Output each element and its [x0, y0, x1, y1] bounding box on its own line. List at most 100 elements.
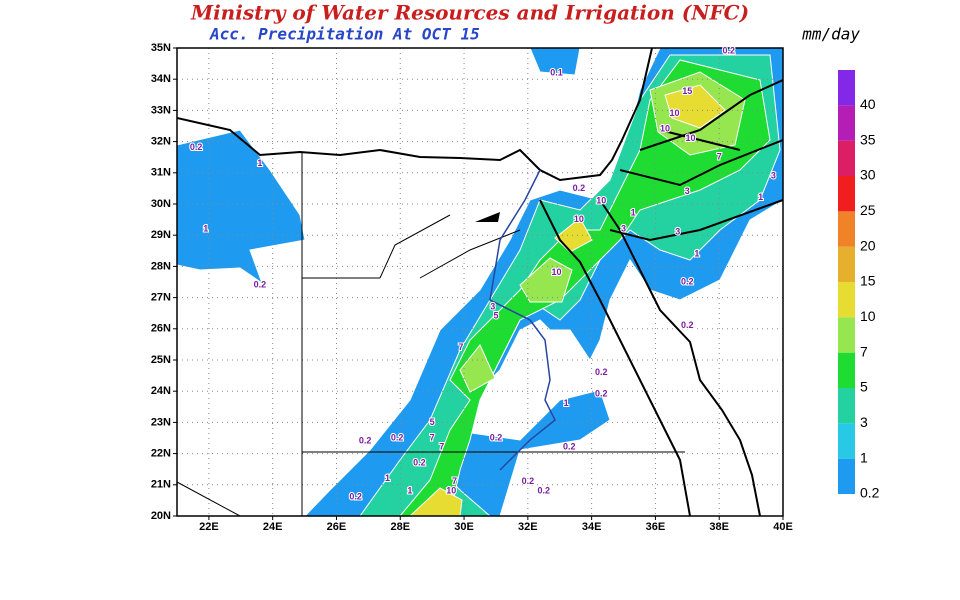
contour-label: 1 [564, 398, 569, 408]
y-tick-label: 30N [151, 198, 171, 210]
border-line [177, 214, 521, 516]
contour-label: 0.2 [254, 279, 267, 289]
contour-label: 0.2 [522, 476, 535, 486]
map-frame [176, 47, 784, 517]
colorbar-swatch [838, 140, 855, 176]
contour-label: 5 [493, 311, 498, 321]
contour-label: 7 [458, 342, 463, 352]
colorbar-label: 25 [860, 202, 876, 218]
contour-label: 3 [621, 223, 626, 233]
x-tick-label: 26E [327, 521, 347, 533]
colorbar-swatch [838, 176, 855, 212]
colorbar-swatch [838, 282, 855, 318]
contour-label: 10 [574, 214, 584, 224]
coastline [177, 48, 653, 182]
x-tick-label: 24E [263, 521, 283, 533]
contour-label: 1 [257, 158, 262, 168]
colorbar-label: 5 [860, 379, 868, 395]
y-tick-label: 31N [151, 167, 171, 179]
y-tick-label: 28N [151, 260, 171, 272]
x-tick-label: 22E [199, 521, 219, 533]
contour-label: 0.2 [573, 183, 586, 193]
border-line [609, 79, 783, 242]
contour-label: 0.2 [490, 432, 503, 442]
field-blob [399, 59, 771, 516]
y-tick-label: 20N [151, 510, 171, 522]
colorbar-label: 3 [860, 414, 868, 430]
field-blob [664, 84, 726, 129]
subtitle: Acc. Precipitation At OCT 15 [209, 25, 480, 44]
x-tick-label: 30E [454, 521, 474, 533]
x-tick-label: 34E [582, 521, 602, 533]
colorbar-swatch [838, 211, 855, 247]
units: mm/day [801, 25, 860, 44]
y-tick-label: 26N [151, 323, 171, 335]
contour-labels: 0.2110.20.10.2151010107313310.20.20.2101… [189, 44, 777, 502]
colorbar-label: 1 [860, 449, 868, 465]
x-tick-label: 28E [390, 521, 410, 533]
contour-label: 7 [452, 476, 457, 486]
colorbar-swatch [838, 352, 855, 388]
y-tick-label: 35N [151, 42, 171, 54]
field-blob [529, 48, 581, 76]
colorbar-swatch [838, 423, 855, 459]
contour-label: 7 [439, 442, 444, 452]
borders [177, 48, 783, 516]
y-tick-label: 21N [151, 479, 171, 491]
title: Ministry of Water Resources and Irrigati… [190, 1, 749, 25]
contour-label: 0.2 [413, 457, 426, 467]
contour-label: 1 [631, 208, 636, 218]
colorbar-label: 40 [860, 96, 876, 112]
contour-label: 0.2 [391, 432, 404, 442]
x-tick-label: 40E [773, 521, 793, 533]
y-tick-label: 24N [151, 385, 171, 397]
nile [489, 169, 556, 471]
y-tick-label: 25N [151, 354, 171, 366]
grid [177, 48, 783, 516]
y-tick-label: 29N [151, 229, 171, 241]
field-blob [519, 257, 573, 303]
contour-label: 0.2 [595, 389, 608, 399]
y-tick-label: 32N [151, 136, 171, 148]
contour-label: 0.1 [550, 67, 563, 77]
contour-label: 15 [682, 86, 692, 96]
contour-label: 0.2 [681, 320, 694, 330]
y-tick-label: 22N [151, 448, 171, 460]
contour-label: 10 [552, 267, 562, 277]
colorbar-swatch [838, 388, 855, 424]
y-tick-label: 27N [151, 292, 171, 304]
y-tick-label: 34N [151, 73, 171, 85]
y-tick-label: 23N [151, 416, 171, 428]
contour-label: 10 [685, 133, 695, 143]
contour-label: 10 [670, 108, 680, 118]
contour-label: 1 [385, 473, 390, 483]
field-blob [459, 344, 496, 393]
y-tick-label: 33N [151, 104, 171, 116]
colorbar-swatch [838, 458, 855, 494]
colorbar-label: 30 [860, 167, 876, 183]
contour-label: 7 [717, 152, 722, 162]
contour-label: 10 [446, 485, 456, 495]
x-tick-label: 32E [518, 521, 538, 533]
field-blob [409, 487, 463, 516]
x-tick-label: 38E [709, 521, 729, 533]
colorbar-label: 7 [860, 343, 868, 359]
colorbar-label: 35 [860, 131, 876, 147]
contour-label: 3 [675, 226, 680, 236]
colorbar-swatch [838, 105, 855, 141]
contour-label: 1 [694, 248, 699, 258]
contour-label: 1 [407, 485, 412, 495]
contour-label: 3 [685, 186, 690, 196]
colorbar-label: 20 [860, 237, 876, 253]
colorbar-swatch [838, 70, 855, 106]
lake [475, 212, 500, 222]
contour-label: 0.2 [681, 276, 694, 286]
contour-label: 0.2 [563, 442, 576, 452]
contour-label: 0.2 [190, 142, 203, 152]
contour-label: 0.2 [349, 492, 362, 502]
colorbar-label: 0.2 [860, 485, 880, 501]
contour-label: 10 [596, 195, 606, 205]
contour-label: 3 [771, 170, 776, 180]
